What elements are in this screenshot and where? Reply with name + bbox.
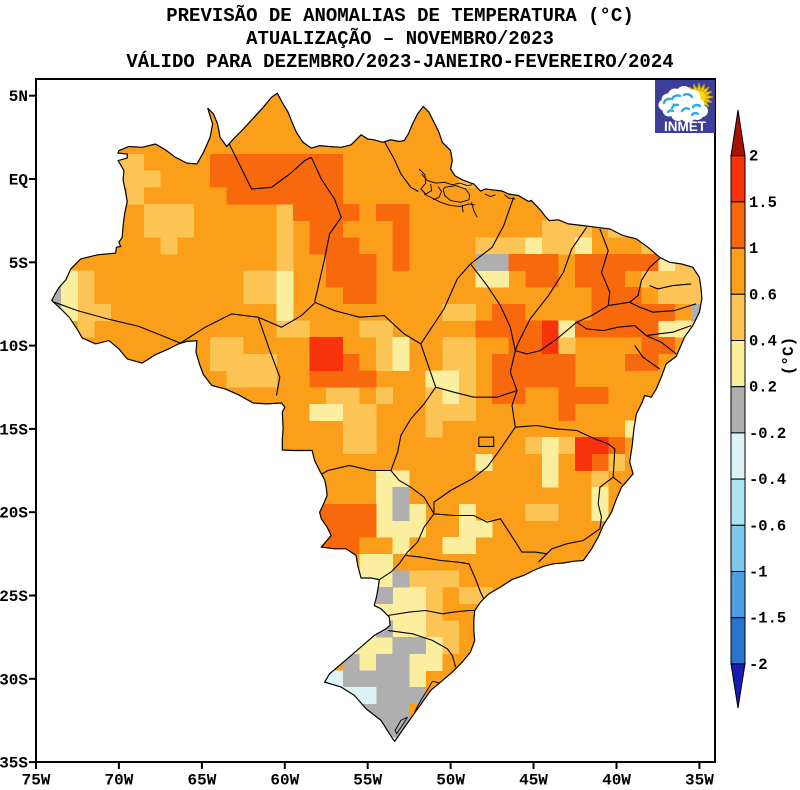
svg-text:1.5: 1.5 — [749, 194, 777, 212]
svg-text:5N: 5N — [9, 88, 28, 106]
svg-text:40W: 40W — [602, 772, 631, 790]
svg-text:60W: 60W — [270, 772, 299, 790]
svg-text:PREVISÃO DE ANOMALIAS DE TEMPE: PREVISÃO DE ANOMALIAS DE TEMPERATURA (°C… — [166, 5, 633, 27]
svg-text:55W: 55W — [353, 772, 382, 790]
svg-text:VÁLIDO PARA DEZEMBRO/2023-JANE: VÁLIDO PARA DEZEMBRO/2023-JANEIRO-FEVERE… — [126, 51, 673, 73]
svg-text:65W: 65W — [187, 772, 216, 790]
svg-text:20S: 20S — [0, 505, 28, 523]
svg-text:EQ: EQ — [9, 172, 29, 190]
svg-text:-1: -1 — [749, 564, 768, 582]
svg-text:15S: 15S — [0, 421, 28, 439]
svg-text:-2: -2 — [749, 656, 768, 674]
svg-text:0.2: 0.2 — [749, 379, 777, 397]
svg-text:-0.4: -0.4 — [749, 471, 786, 489]
svg-text:-1.5: -1.5 — [749, 610, 786, 628]
svg-text:45W: 45W — [519, 772, 548, 790]
svg-text:25S: 25S — [0, 588, 28, 606]
svg-text:10S: 10S — [0, 338, 28, 356]
svg-text:0.4: 0.4 — [749, 333, 777, 351]
svg-text:30S: 30S — [0, 671, 28, 689]
svg-text:-0.2: -0.2 — [749, 425, 786, 443]
svg-text:ATUALIZAÇÃO – NOVEMBRO/2023: ATUALIZAÇÃO – NOVEMBRO/2023 — [246, 28, 554, 50]
svg-text:70W: 70W — [104, 772, 133, 790]
svg-text:1: 1 — [749, 240, 758, 258]
svg-text:75W: 75W — [22, 772, 51, 790]
svg-text:-0.6: -0.6 — [749, 517, 786, 535]
svg-text:50W: 50W — [436, 772, 465, 790]
svg-text:35W: 35W — [685, 772, 714, 790]
svg-text:5S: 5S — [9, 255, 29, 273]
svg-text:INMET: INMET — [664, 119, 707, 134]
svg-text:35S: 35S — [0, 755, 28, 773]
svg-text:(°C): (°C) — [780, 337, 798, 375]
svg-text:0.6: 0.6 — [749, 286, 777, 304]
svg-text:2: 2 — [749, 148, 758, 166]
